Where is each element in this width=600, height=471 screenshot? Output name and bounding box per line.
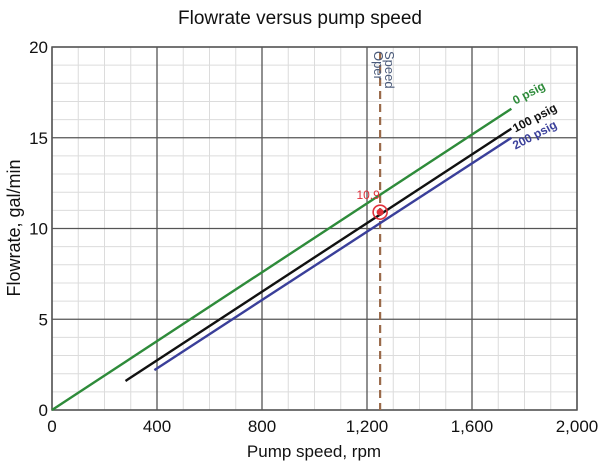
y-axis-label: Flowrate, gal/min — [4, 159, 24, 296]
series-line-100-psig — [124, 127, 513, 382]
tick-labels: 0 400 800 1,200 1,600 2,000 0 5 10 15 20 — [29, 38, 598, 436]
y-tick-label: 10 — [29, 220, 48, 239]
grid — [51, 46, 578, 411]
x-tick-label: 2,000 — [556, 417, 599, 436]
y-tick-label: 0 — [39, 401, 48, 420]
chart-title: Flowrate versus pump speed — [178, 8, 422, 29]
speed-label: Speed — [382, 51, 397, 89]
x-tick-label: 400 — [143, 417, 171, 436]
x-tick-label: 800 — [248, 417, 276, 436]
operating-point-ring — [372, 204, 388, 220]
operating-point-label: 10.9 — [356, 188, 380, 202]
plot-frame — [51, 46, 578, 411]
y-tick-label: 5 — [39, 310, 48, 329]
x-axis-label: Pump speed, rpm — [247, 442, 381, 461]
oper-label: Oper — [371, 51, 386, 81]
y-tick-label: 20 — [29, 38, 48, 57]
x-tick-label: 1,600 — [451, 417, 494, 436]
y-tick-label: 15 — [29, 129, 48, 148]
series-line-0-psig — [51, 107, 513, 412]
x-tick-label: 0 — [47, 417, 56, 436]
operating-point-marker — [376, 208, 384, 216]
x-tick-label: 1,200 — [346, 417, 389, 436]
series-line-200-psig — [153, 136, 513, 372]
